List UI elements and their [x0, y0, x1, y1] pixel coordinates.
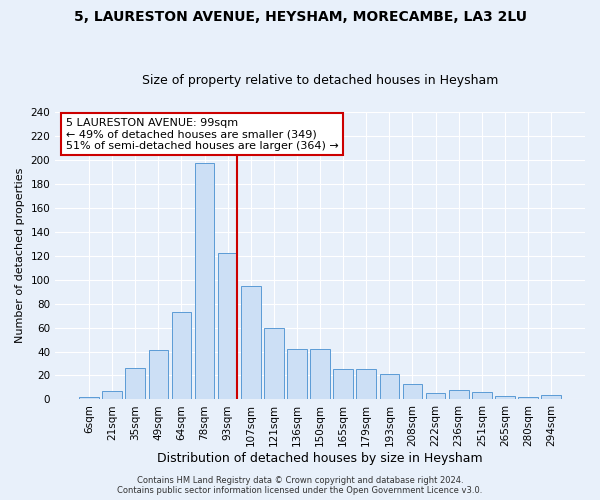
Bar — [149, 350, 168, 400]
Text: 5, LAURESTON AVENUE, HEYSHAM, MORECAMBE, LA3 2LU: 5, LAURESTON AVENUE, HEYSHAM, MORECAMBE,… — [74, 10, 527, 24]
Bar — [495, 396, 515, 400]
Bar — [310, 349, 330, 400]
Bar — [103, 391, 122, 400]
Bar — [125, 368, 145, 400]
Bar — [195, 164, 214, 400]
Bar — [472, 392, 491, 400]
Y-axis label: Number of detached properties: Number of detached properties — [15, 168, 25, 344]
X-axis label: Distribution of detached houses by size in Heysham: Distribution of detached houses by size … — [157, 452, 483, 465]
Title: Size of property relative to detached houses in Heysham: Size of property relative to detached ho… — [142, 74, 498, 87]
Text: 5 LAURESTON AVENUE: 99sqm
← 49% of detached houses are smaller (349)
51% of semi: 5 LAURESTON AVENUE: 99sqm ← 49% of detac… — [66, 118, 338, 150]
Bar — [541, 394, 561, 400]
Text: Contains HM Land Registry data © Crown copyright and database right 2024.
Contai: Contains HM Land Registry data © Crown c… — [118, 476, 482, 495]
Bar — [241, 286, 260, 400]
Bar — [518, 397, 538, 400]
Bar — [218, 253, 238, 400]
Bar — [380, 374, 399, 400]
Bar — [334, 370, 353, 400]
Bar — [449, 390, 469, 400]
Bar — [287, 349, 307, 400]
Bar — [264, 328, 284, 400]
Bar — [356, 370, 376, 400]
Bar — [426, 394, 445, 400]
Bar — [403, 384, 422, 400]
Bar — [79, 397, 99, 400]
Bar — [172, 312, 191, 400]
